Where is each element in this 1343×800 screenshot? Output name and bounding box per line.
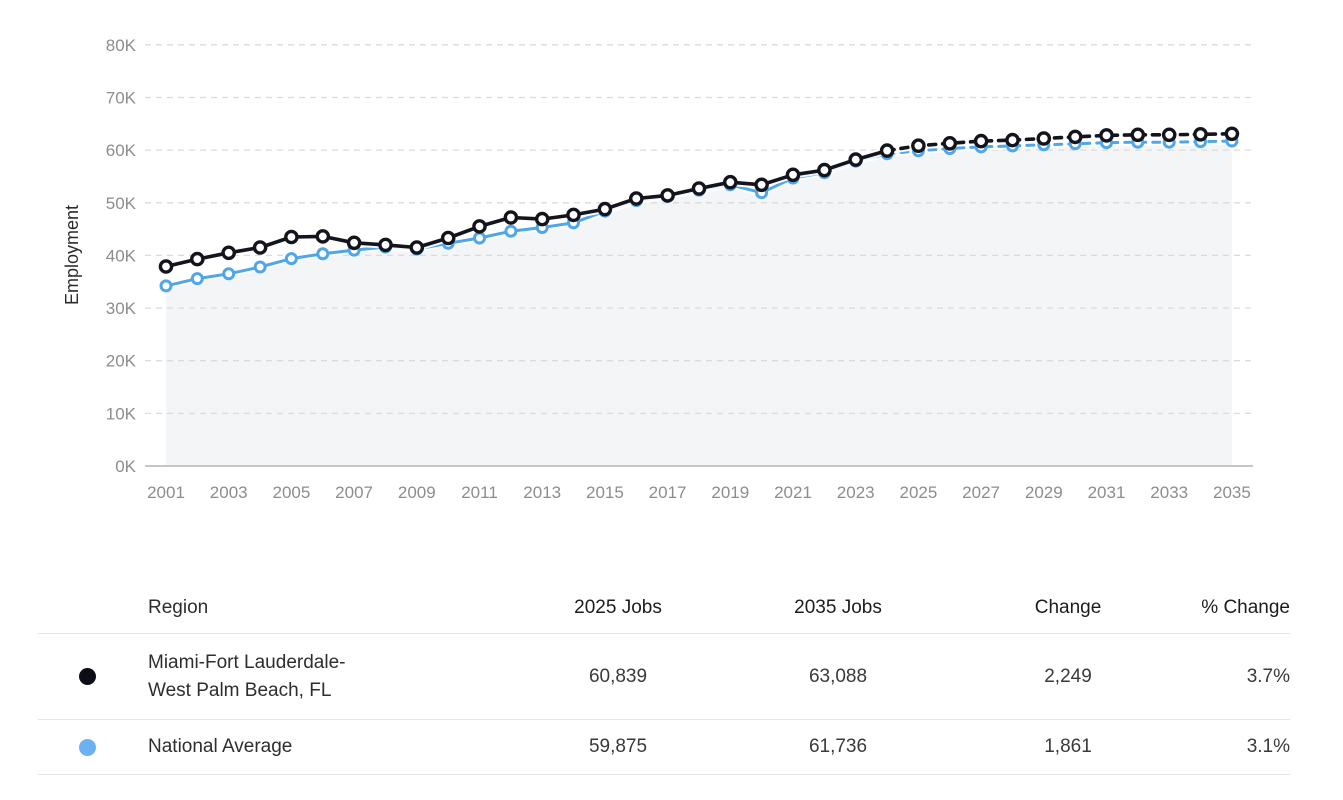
table-row-national: National Average 59,875 61,736 1,861 3.1… bbox=[38, 720, 1290, 775]
area-fill bbox=[166, 141, 1232, 466]
svg-text:2027: 2027 bbox=[962, 483, 1000, 502]
national-2035-jobs: 61,736 bbox=[808, 736, 868, 757]
header-change: Change bbox=[1034, 597, 1102, 618]
national-2025-jobs: 59,875 bbox=[588, 736, 648, 757]
header-2035-jobs: 2035 Jobs bbox=[794, 597, 882, 618]
miami-series-dot-icon bbox=[79, 668, 96, 685]
table-header-row: Region 2025 Jobs 2035 Jobs Change % Chan… bbox=[38, 583, 1290, 634]
svg-text:2031: 2031 bbox=[1088, 483, 1126, 502]
svg-text:2021: 2021 bbox=[774, 483, 812, 502]
svg-text:20K: 20K bbox=[106, 352, 137, 371]
svg-text:2029: 2029 bbox=[1025, 483, 1063, 502]
svg-text:60K: 60K bbox=[106, 141, 137, 160]
svg-text:2005: 2005 bbox=[272, 483, 310, 502]
table-row-miami: Miami-Fort Lauderdale- West Palm Beach, … bbox=[38, 634, 1290, 720]
national-series-dot-icon bbox=[79, 738, 96, 756]
miami-pct-change: 3.7% bbox=[1246, 665, 1290, 687]
svg-text:2001: 2001 bbox=[147, 483, 185, 502]
svg-text:2015: 2015 bbox=[586, 483, 624, 502]
svg-text:2003: 2003 bbox=[210, 483, 248, 502]
svg-text:2007: 2007 bbox=[335, 483, 373, 502]
header-region: Region bbox=[148, 597, 209, 618]
miami-2025-jobs: 60,839 bbox=[588, 665, 648, 687]
svg-text:2009: 2009 bbox=[398, 483, 436, 502]
svg-text:30K: 30K bbox=[106, 299, 137, 318]
svg-text:70K: 70K bbox=[106, 89, 137, 108]
svg-text:50K: 50K bbox=[106, 194, 137, 213]
region-name: National Average bbox=[148, 736, 293, 757]
region-comparison-table: Region 2025 Jobs 2035 Jobs Change % Chan… bbox=[38, 583, 1290, 775]
national-change: 1,861 bbox=[1044, 736, 1092, 757]
series-markers-miami bbox=[158, 126, 1240, 274]
svg-text:2011: 2011 bbox=[461, 483, 498, 502]
miami-change: 2,249 bbox=[1044, 665, 1092, 687]
svg-text:2035: 2035 bbox=[1213, 483, 1251, 502]
region-name: Miami-Fort Lauderdale- West Palm Beach, … bbox=[148, 651, 346, 701]
svg-text:10K: 10K bbox=[106, 404, 137, 423]
svg-text:2013: 2013 bbox=[523, 483, 561, 502]
header-2025-jobs: 2025 Jobs bbox=[574, 597, 662, 618]
x-axis-tick-labels: 2001 2003 2005 2007 2009 2011 2013 2015 2017 2019… bbox=[147, 483, 1251, 502]
national-pct-change: 3.1% bbox=[1246, 736, 1290, 757]
svg-text:80K: 80K bbox=[106, 36, 137, 55]
header-pct-change: % Change bbox=[1201, 597, 1290, 618]
svg-text:2017: 2017 bbox=[649, 483, 687, 502]
y-axis-title: Employment bbox=[62, 205, 82, 305]
gridlines-and-y-tick-labels: 0K 10K 20K 30K 40K 50K 60K 70K 80K bbox=[106, 36, 1253, 476]
svg-text:2023: 2023 bbox=[837, 483, 875, 502]
legend-dot-cell bbox=[38, 668, 136, 685]
legend-dot-cell bbox=[38, 738, 136, 756]
svg-text:40K: 40K bbox=[106, 246, 137, 265]
svg-text:0K: 0K bbox=[115, 457, 136, 476]
svg-text:2019: 2019 bbox=[711, 483, 749, 502]
svg-text:2033: 2033 bbox=[1150, 483, 1188, 502]
svg-text:2025: 2025 bbox=[899, 483, 937, 502]
miami-2035-jobs: 63,088 bbox=[808, 665, 868, 687]
